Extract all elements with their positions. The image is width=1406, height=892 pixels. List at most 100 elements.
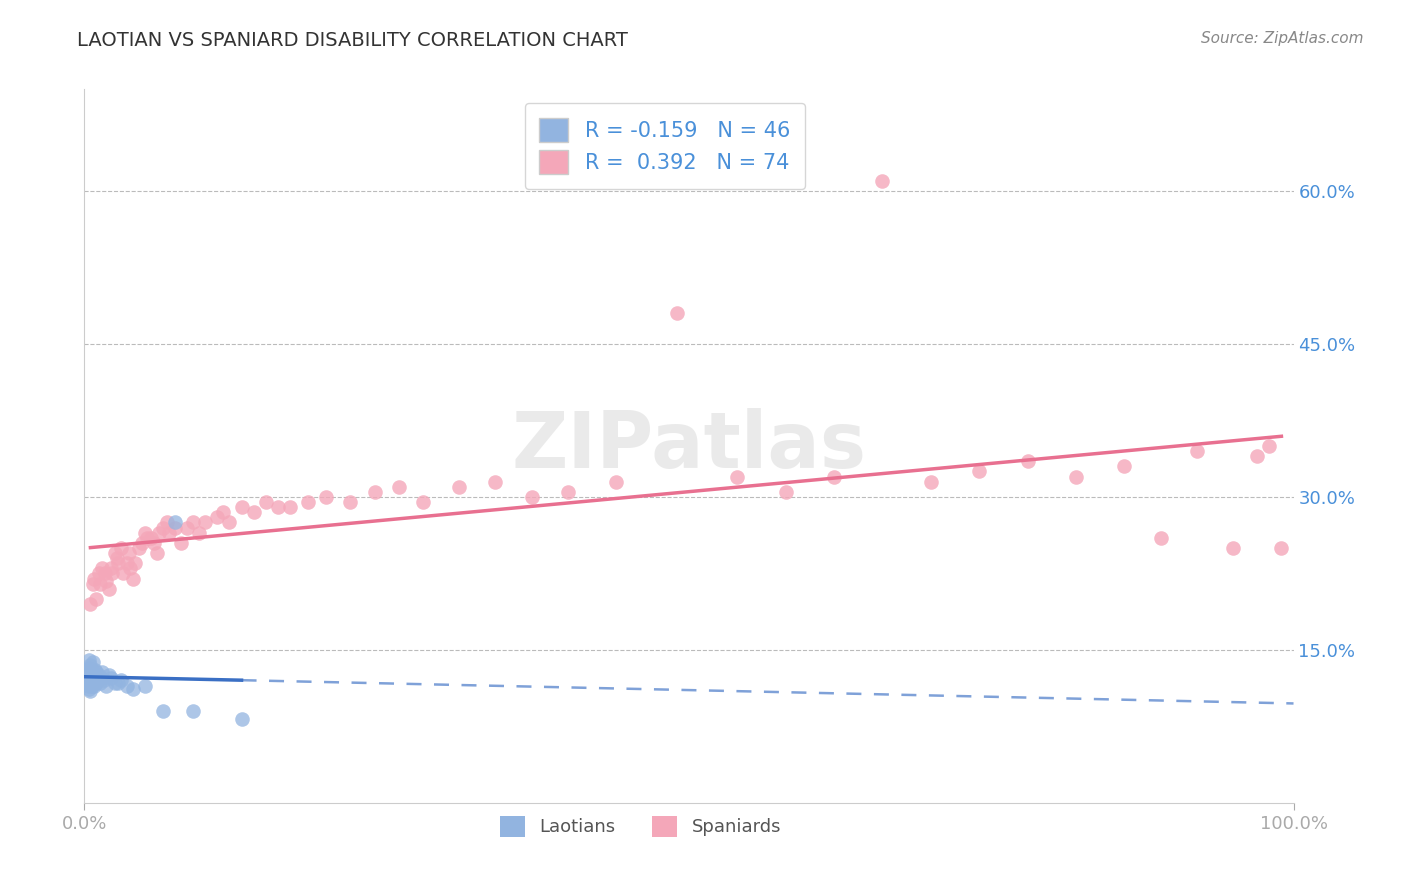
Point (100, 672, 122, 686)
Point (231, 500, 253, 515)
Point (115, 679, 138, 693)
Point (77, 665, 100, 680)
Point (823, 469, 845, 483)
Point (80, 672, 103, 686)
Point (1064, 469, 1087, 483)
Text: LAOTIAN VS SPANIARD DISABILITY CORRELATION CHART: LAOTIAN VS SPANIARD DISABILITY CORRELATI… (77, 31, 628, 50)
Point (107, 556, 129, 570)
Point (363, 484, 385, 499)
Point (194, 516, 217, 530)
Point (131, 536, 153, 550)
Point (920, 475, 942, 489)
Point (165, 516, 187, 530)
Point (89, 675, 111, 690)
Point (254, 495, 277, 509)
Point (278, 500, 301, 515)
Point (115, 556, 138, 570)
Text: Source: ZipAtlas.com: Source: ZipAtlas.com (1201, 31, 1364, 46)
Point (207, 510, 229, 524)
Point (105, 551, 128, 566)
Point (77, 661, 100, 675)
Point (128, 541, 150, 555)
Point (1114, 459, 1136, 474)
Point (77, 681, 100, 696)
Point (146, 546, 169, 560)
Point (87, 668, 110, 682)
Point (86, 665, 108, 680)
Point (121, 681, 143, 696)
Point (104, 546, 127, 560)
Point (83, 668, 105, 682)
Point (77, 653, 100, 667)
Point (89, 576, 111, 591)
Point (110, 673, 132, 688)
Point (1185, 444, 1208, 458)
Point (388, 480, 411, 494)
Point (872, 174, 894, 188)
Point (76, 663, 98, 677)
Point (86, 675, 108, 690)
Point (139, 531, 162, 545)
Point (176, 520, 198, 534)
Point (84, 663, 107, 677)
Point (134, 679, 156, 693)
Point (152, 520, 174, 534)
Point (93, 673, 115, 688)
Point (110, 541, 132, 555)
Point (152, 704, 174, 718)
Point (121, 572, 143, 586)
Point (231, 712, 253, 726)
Point (91, 665, 114, 680)
Legend: Laotians, Spaniards: Laotians, Spaniards (492, 808, 789, 844)
Point (1222, 541, 1244, 555)
Point (82, 668, 104, 682)
Point (181, 704, 204, 718)
Point (87, 566, 110, 581)
Point (76, 668, 98, 682)
Point (82, 675, 104, 690)
Point (665, 306, 688, 320)
Point (104, 675, 127, 690)
Point (112, 566, 135, 581)
Point (77, 672, 100, 686)
Point (484, 475, 506, 489)
Point (107, 675, 129, 690)
Point (86, 672, 108, 686)
Point (134, 525, 156, 540)
Point (1149, 531, 1171, 545)
Point (1017, 454, 1039, 468)
Text: ZIPatlas: ZIPatlas (512, 408, 866, 484)
Point (80, 663, 103, 677)
Point (79, 683, 101, 698)
Point (83, 679, 105, 693)
Point (315, 490, 337, 504)
Point (79, 675, 101, 690)
Point (79, 665, 101, 680)
Point (77, 675, 100, 690)
Point (412, 495, 434, 509)
Point (82, 655, 104, 669)
Point (212, 505, 235, 519)
Point (76, 673, 98, 688)
Point (80, 679, 103, 693)
Point (84, 675, 107, 690)
Point (91, 561, 114, 575)
Point (86, 591, 108, 606)
Point (520, 490, 543, 504)
Point (143, 536, 166, 550)
Point (97, 582, 120, 596)
Point (83, 572, 105, 586)
Point (218, 516, 240, 530)
Point (101, 566, 124, 581)
Point (155, 516, 177, 530)
Point (242, 505, 264, 519)
Point (82, 576, 104, 591)
Point (967, 465, 990, 479)
Point (557, 484, 579, 499)
Point (136, 531, 159, 545)
Point (157, 525, 180, 540)
Point (449, 480, 471, 494)
Point (79, 658, 101, 673)
Point (77, 679, 100, 693)
Point (94, 566, 117, 581)
